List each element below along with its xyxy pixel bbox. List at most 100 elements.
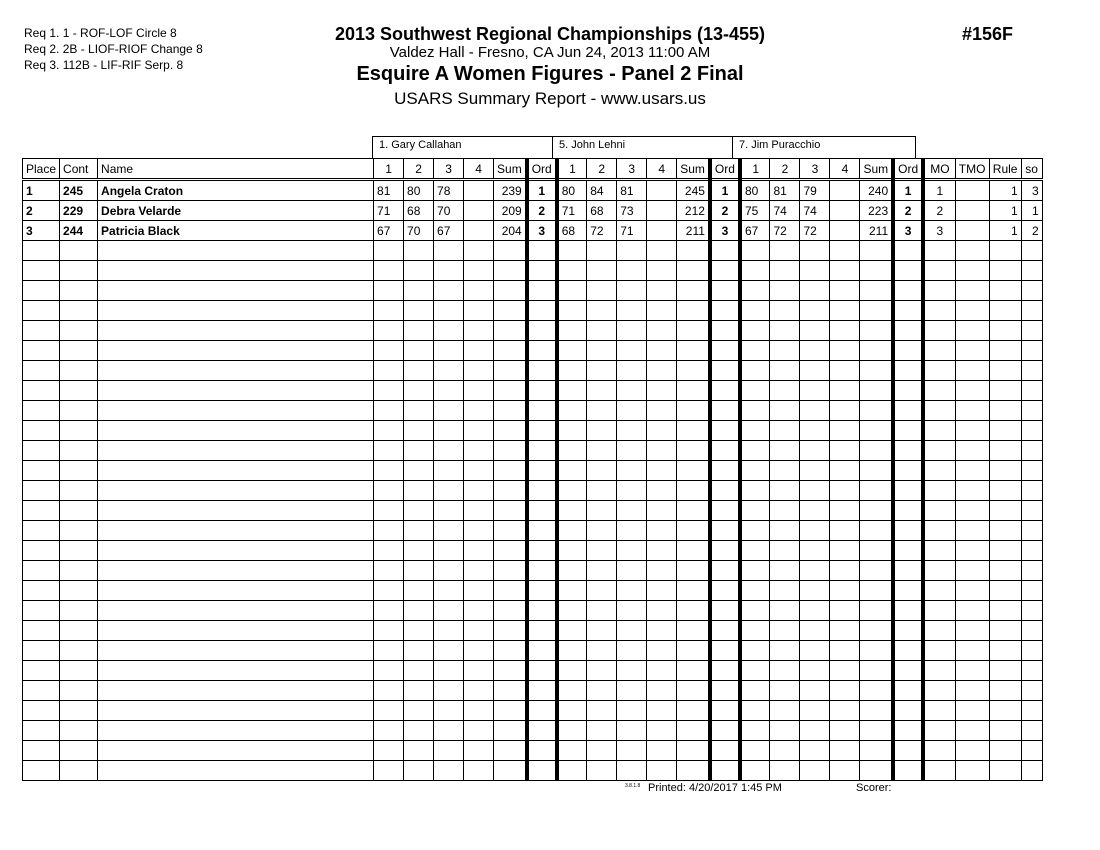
score-cell [799, 660, 831, 681]
sum-cell: 209 [493, 200, 528, 221]
place-cell [21, 400, 61, 421]
sum-cell [676, 280, 711, 301]
sum-cell [676, 520, 711, 541]
ord-cell [707, 560, 742, 581]
score-cell [556, 340, 588, 361]
place-cell [21, 740, 61, 761]
tmo-cell [954, 320, 990, 341]
place-cell [21, 640, 61, 661]
score-cell [616, 380, 648, 401]
score-cell [799, 240, 831, 261]
score-cell [739, 640, 771, 661]
col-header-judge-1-1: 2 [403, 158, 435, 181]
score-cell [799, 580, 831, 601]
ord-cell: 2 [891, 200, 926, 221]
score-cell [769, 560, 801, 581]
score-cell [829, 600, 861, 621]
score-cell [646, 560, 678, 581]
score-cell [373, 320, 405, 341]
so-cell [1020, 760, 1043, 781]
score-cell [463, 580, 495, 601]
score-cell [829, 200, 861, 221]
judge-header: 1. Gary Callahan [372, 136, 553, 158]
ord-cell [524, 640, 559, 661]
rule-cell [988, 600, 1022, 621]
name-cell [97, 300, 375, 321]
tmo-cell [954, 420, 990, 441]
score-cell [799, 280, 831, 301]
rule-cell [988, 340, 1022, 361]
ord-cell [891, 240, 926, 261]
score-cell [799, 560, 831, 581]
empty-row [21, 280, 1043, 301]
score-cell [586, 760, 618, 781]
sum-cell [859, 620, 894, 641]
cont-cell [59, 600, 99, 621]
score-cell [829, 560, 861, 581]
score-cell [769, 500, 801, 521]
empty-row [21, 740, 1043, 761]
score-cell [556, 640, 588, 661]
tmo-cell [954, 280, 990, 301]
score-cell: 67 [373, 220, 405, 241]
score-cell [433, 680, 465, 701]
score-cell [463, 460, 495, 481]
score-cell [433, 660, 465, 681]
score-cell [373, 400, 405, 421]
score-cell [463, 540, 495, 561]
so-cell [1020, 740, 1043, 761]
rule-cell [988, 420, 1022, 441]
score-cell [739, 480, 771, 501]
ord-cell [524, 360, 559, 381]
mo-cell [922, 600, 956, 621]
score-cell [403, 240, 435, 261]
empty-row [21, 460, 1043, 481]
rule-cell [988, 700, 1022, 721]
score-cell [616, 720, 648, 741]
score-cell [769, 260, 801, 281]
ord-cell [524, 380, 559, 401]
sum-cell [676, 540, 711, 561]
ord-cell [891, 720, 926, 741]
sum-cell [676, 740, 711, 761]
name-cell: Patricia Black [97, 220, 375, 241]
tmo-cell [954, 300, 990, 321]
ord-cell [891, 280, 926, 301]
rule-cell [988, 740, 1022, 761]
venue-date: Valdez Hall - Fresno, CA Jun 24, 2013 11… [389, 44, 711, 61]
mo-cell [922, 760, 956, 781]
score-cell [556, 460, 588, 481]
score-cell [646, 740, 678, 761]
score-cell [463, 400, 495, 421]
so-cell [1020, 580, 1043, 601]
score-cell: 68 [403, 200, 435, 221]
score-cell [403, 640, 435, 661]
score-cell [799, 460, 831, 481]
sum-cell [493, 480, 528, 501]
score-cell [646, 380, 678, 401]
so-cell [1020, 600, 1043, 621]
ord-cell [891, 660, 926, 681]
name-cell [97, 420, 375, 441]
score-cell [646, 680, 678, 701]
tmo-cell [954, 700, 990, 721]
score-cell [799, 520, 831, 541]
score-cell [829, 720, 861, 741]
score-cell [769, 340, 801, 361]
cont-cell [59, 620, 99, 641]
ord-cell [524, 620, 559, 641]
sum-cell [676, 720, 711, 741]
name-cell [97, 620, 375, 641]
score-cell [739, 500, 771, 521]
empty-row [21, 560, 1043, 581]
rule-cell [988, 500, 1022, 521]
place-cell [21, 720, 61, 741]
score-cell [463, 320, 495, 341]
score-cell [829, 320, 861, 341]
name-cell [97, 540, 375, 561]
score-cell [769, 440, 801, 461]
tmo-cell [954, 600, 990, 621]
cont-cell [59, 260, 99, 281]
cont-cell [59, 580, 99, 601]
score-cell: 74 [769, 200, 801, 221]
